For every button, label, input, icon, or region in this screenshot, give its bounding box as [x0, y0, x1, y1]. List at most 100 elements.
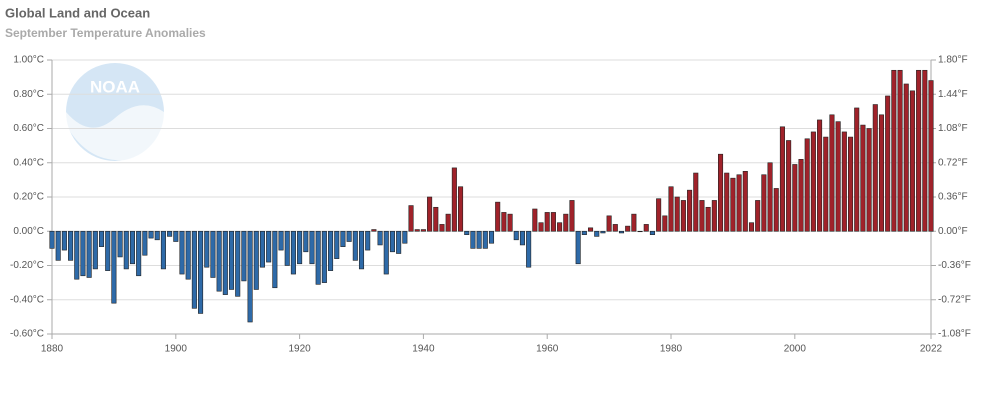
bar — [792, 164, 798, 232]
bar — [105, 230, 111, 271]
bar — [198, 230, 204, 314]
bar — [241, 230, 247, 282]
bar — [872, 104, 878, 232]
y-tick-label: 0.80°C — [13, 89, 44, 100]
bar — [643, 224, 649, 232]
bar — [464, 230, 470, 235]
bar — [396, 230, 402, 254]
bar — [129, 230, 136, 265]
bar — [711, 200, 717, 232]
bar — [581, 230, 587, 235]
bar — [49, 230, 55, 249]
y2-tick-label: 1.08°F — [938, 123, 968, 134]
bar — [878, 114, 885, 232]
y2-tick-label: 1.80°F — [938, 55, 968, 66]
bar — [742, 171, 748, 232]
x-tick-label: 1980 — [660, 344, 683, 355]
x-tick-label: 1920 — [288, 344, 311, 355]
bar — [718, 153, 724, 232]
bar — [451, 167, 457, 232]
bar — [185, 230, 191, 280]
bar — [92, 230, 98, 270]
bar — [662, 215, 668, 232]
bar — [321, 230, 327, 283]
bar — [656, 198, 662, 232]
bar — [309, 230, 315, 265]
bar — [854, 107, 860, 232]
bar — [371, 229, 377, 232]
bar — [649, 230, 655, 235]
x-tick-label: 1960 — [536, 344, 559, 355]
bar — [470, 230, 476, 249]
bar — [798, 159, 804, 232]
bar — [408, 205, 414, 232]
bar — [290, 230, 296, 275]
bar — [693, 172, 699, 232]
bar — [328, 230, 334, 271]
bar — [550, 212, 556, 232]
bar — [730, 177, 736, 232]
bar — [507, 213, 513, 232]
bar — [538, 222, 544, 232]
bar — [699, 200, 705, 232]
x-tick-label: 1900 — [165, 344, 188, 355]
y-tick-label: -0.60°C — [10, 329, 44, 340]
bar — [786, 140, 792, 232]
bar — [909, 90, 915, 232]
bar — [482, 230, 488, 249]
logo: NOAA — [66, 63, 164, 161]
bar — [773, 188, 779, 232]
bar — [284, 230, 290, 266]
bar — [866, 128, 872, 232]
bar — [897, 69, 903, 232]
bar — [61, 230, 67, 251]
bar — [315, 230, 321, 285]
bar — [383, 230, 389, 275]
bar — [594, 230, 600, 237]
bar — [117, 230, 123, 258]
bar — [928, 80, 934, 232]
bar — [631, 213, 637, 232]
bar — [767, 162, 773, 232]
bar — [563, 213, 569, 232]
bar — [68, 230, 74, 261]
bar — [216, 230, 222, 292]
bar — [266, 230, 272, 263]
bar — [916, 69, 922, 232]
bar — [519, 230, 525, 246]
bar — [501, 212, 507, 232]
bar — [123, 230, 129, 270]
bar — [297, 230, 303, 265]
bar — [835, 121, 841, 232]
bar — [173, 230, 179, 242]
bar — [761, 174, 767, 232]
logo-circle — [66, 63, 164, 161]
y2-tick-label: -1.08°F — [938, 329, 971, 340]
bar — [191, 230, 197, 309]
y-tick-label: -0.20°C — [10, 260, 44, 271]
bar — [513, 230, 519, 241]
bar — [420, 229, 426, 232]
bar — [526, 230, 532, 268]
y2-tick-label: 0.00°F — [938, 226, 968, 237]
y2-tick-label: 0.36°F — [938, 192, 968, 203]
bar — [222, 230, 228, 295]
bar — [779, 126, 785, 232]
bar — [847, 136, 854, 232]
y-tick-label: 0.20°C — [13, 192, 44, 203]
bar — [476, 230, 482, 249]
bar — [55, 230, 61, 261]
bar — [272, 230, 278, 289]
bar — [253, 230, 259, 290]
x-tick-label: 1940 — [412, 344, 435, 355]
bar — [612, 224, 618, 232]
y-tick-label: 1.00°C — [13, 55, 44, 66]
bar — [810, 131, 816, 232]
bar — [755, 200, 761, 232]
bar — [148, 230, 154, 239]
bar — [569, 200, 575, 232]
logo-wave — [66, 105, 164, 161]
bar — [736, 174, 742, 232]
bar — [247, 230, 253, 323]
bar — [204, 230, 210, 268]
